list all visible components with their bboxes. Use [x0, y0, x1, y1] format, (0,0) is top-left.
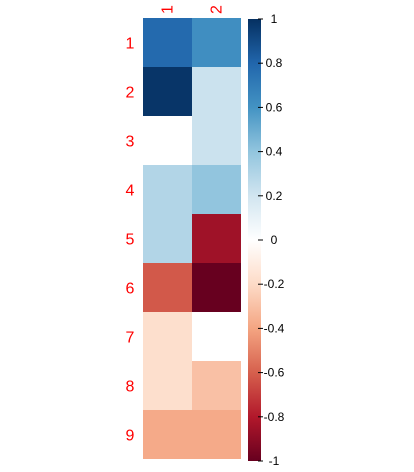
colorbar-gradient	[248, 19, 261, 461]
heatmap-cell	[192, 214, 241, 263]
row-label: 6	[126, 281, 135, 298]
row-label: 8	[126, 379, 135, 396]
colorbar-tick-label: 0.6	[266, 100, 283, 114]
colorbar-tick-label: 0.2	[266, 189, 283, 203]
colorbar-tick-label: -1	[269, 454, 280, 468]
colorbar-tick-label: 0.8	[266, 56, 283, 70]
row-label: 2	[126, 85, 135, 102]
colorbar-tick-label: 0.4	[266, 145, 283, 159]
colorbar-tick-label: 1	[271, 12, 278, 26]
row-label: 3	[126, 134, 135, 151]
row-label: 7	[126, 330, 135, 347]
column-label: 2	[209, 5, 226, 14]
row-labels: 1 2 3 4 5 6 7 8 9	[126, 36, 135, 445]
heatmap-cell	[192, 410, 241, 459]
column-label: 1	[160, 5, 177, 14]
row-label: 4	[126, 183, 135, 200]
heatmap-cell	[143, 165, 192, 214]
heatmap-cell	[143, 410, 192, 459]
colorbar-tick-label: 0	[271, 233, 278, 247]
heatmap-cell	[143, 18, 192, 67]
heatmap-cell	[143, 67, 192, 116]
row-label: 9	[126, 428, 135, 445]
colorbar-tick-label: -0.6	[264, 366, 285, 380]
heatmap-cell	[143, 361, 192, 410]
heatmap-cell	[192, 18, 241, 67]
heatmap-cell	[192, 116, 241, 165]
row-label: 1	[126, 36, 135, 53]
heatmap-cell	[143, 263, 192, 312]
heatmap-cell	[192, 165, 241, 214]
heatmap-cell	[143, 312, 192, 361]
heatmap-cell	[143, 214, 192, 263]
colorbar-tick-label: -0.4	[264, 321, 285, 335]
heatmap-cell	[192, 263, 241, 312]
heatmap-cell	[192, 312, 241, 361]
colorbar: 1 0.8 0.6 0.4 0.2 0 -0.2 -0.4 -0.6 -0.8 -1	[248, 12, 285, 468]
heatmap-cell	[192, 67, 241, 116]
heatmap-cells	[143, 18, 241, 459]
colorbar-tick-label: -0.2	[264, 277, 285, 291]
row-label: 5	[126, 232, 135, 249]
colorbar-tick-label: -0.8	[264, 410, 285, 424]
heatmap-cell	[192, 361, 241, 410]
heatmap-cell	[143, 116, 192, 165]
